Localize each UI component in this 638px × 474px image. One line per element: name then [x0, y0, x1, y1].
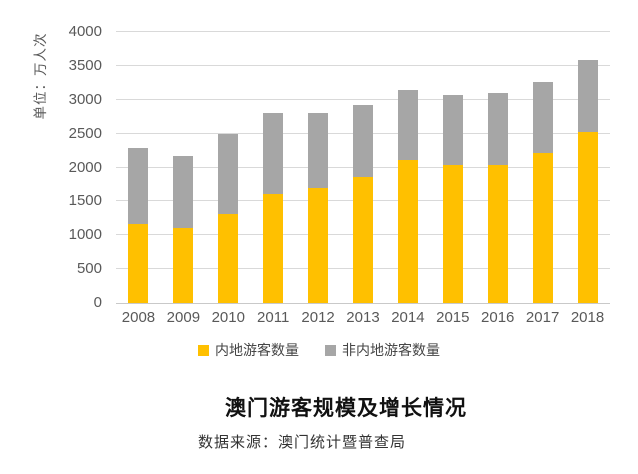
x-tick-label: 2010 — [211, 309, 245, 326]
plot-area — [116, 31, 610, 304]
bar-segment-mainland-2013 — [352, 177, 373, 303]
bar-segment-mainland-2015 — [442, 164, 463, 303]
bar-segment-non-mainland-2012 — [308, 112, 329, 188]
x-tick-label: 2009 — [166, 309, 201, 326]
bar-column-2014 — [385, 32, 430, 303]
y-tick-label: 1000 — [68, 226, 102, 244]
y-tick-label: 0 — [93, 294, 102, 311]
bar-column-2017 — [520, 32, 565, 303]
bar-segment-non-mainland-2010 — [218, 133, 239, 214]
bar-segment-non-mainland-2008 — [128, 147, 149, 225]
x-tick-label: 2011 — [257, 309, 290, 326]
bar-segment-mainland-2012 — [308, 187, 329, 303]
source-note: 数据来源：澳门统计暨普查局 — [197, 434, 406, 451]
bar-column-2011 — [251, 32, 296, 303]
x-tick-label: 2017 — [525, 309, 560, 326]
y-tick-label: 500 — [76, 260, 102, 278]
y-tick-label: 1500 — [68, 192, 102, 210]
x-tick-label: 2018 — [570, 309, 605, 326]
gridline — [116, 31, 610, 32]
bar-segment-non-mainland-2014 — [397, 89, 418, 161]
chart-title: 澳门游客规模及增长情况 — [225, 397, 467, 420]
bar-segment-mainland-2017 — [532, 153, 553, 303]
y-tick-label: 2500 — [68, 124, 102, 142]
gridline — [116, 98, 610, 100]
y-tick-label: 3500 — [68, 56, 102, 74]
bar-column-2010 — [206, 32, 251, 303]
bar-column-2015 — [430, 32, 475, 303]
bar-column-2018 — [565, 32, 610, 303]
gridline — [116, 64, 610, 66]
x-axis-labels: 2008 2009 2010 2011 2012 2013 2014 2015 2016 2017… — [116, 309, 610, 326]
legend-swatch-non-mainland — [325, 344, 336, 356]
bar-segment-mainland-2018 — [577, 131, 598, 303]
bar-segment-non-mainland-2009 — [173, 156, 194, 229]
legend-swatch-mainland — [198, 344, 209, 356]
legend-item-non-mainland: 非内地游客数量 — [325, 340, 440, 360]
bar-column-2009 — [161, 32, 206, 303]
bar-segment-mainland-2009 — [173, 228, 194, 303]
bar-segment-non-mainland-2018 — [577, 60, 598, 132]
y-tick-label: 3000 — [68, 90, 102, 108]
legend-item-mainland: 内地游客数量 — [198, 340, 299, 360]
bar-segment-non-mainland-2017 — [532, 82, 553, 154]
x-tick-label: 2015 — [436, 309, 470, 326]
bar-segment-mainland-2016 — [487, 164, 508, 303]
bar-segment-mainland-2014 — [397, 160, 418, 303]
bar-segment-mainland-2010 — [218, 213, 239, 303]
x-tick-label: 2016 — [481, 309, 515, 326]
x-tick-label: 2014 — [391, 309, 425, 326]
bar-segment-mainland-2011 — [263, 193, 284, 303]
bar-segment-non-mainland-2013 — [352, 104, 373, 177]
bar-segment-non-mainland-2011 — [263, 113, 284, 194]
bar-segment-mainland-2008 — [128, 224, 149, 303]
bar-segment-non-mainland-2015 — [442, 95, 463, 165]
bar-segment-non-mainland-2016 — [487, 92, 508, 165]
bar-column-2008 — [116, 32, 161, 303]
x-tick-label: 2008 — [121, 309, 156, 326]
legend-label-mainland: 内地游客数量 — [215, 342, 299, 358]
bar-column-2012 — [296, 32, 341, 303]
legend-label-non-mainland: 非内地游客数量 — [342, 342, 440, 358]
y-tick-label: 2000 — [68, 158, 102, 176]
bars-row — [116, 32, 610, 303]
x-tick-label: 2013 — [346, 309, 380, 326]
bar-column-2016 — [475, 32, 520, 303]
y-tick-label: 4000 — [68, 23, 102, 40]
x-tick-label: 2012 — [301, 309, 335, 326]
legend: 内地游客数量 非内地游客数量 — [0, 340, 638, 360]
bar-column-2013 — [341, 32, 386, 303]
